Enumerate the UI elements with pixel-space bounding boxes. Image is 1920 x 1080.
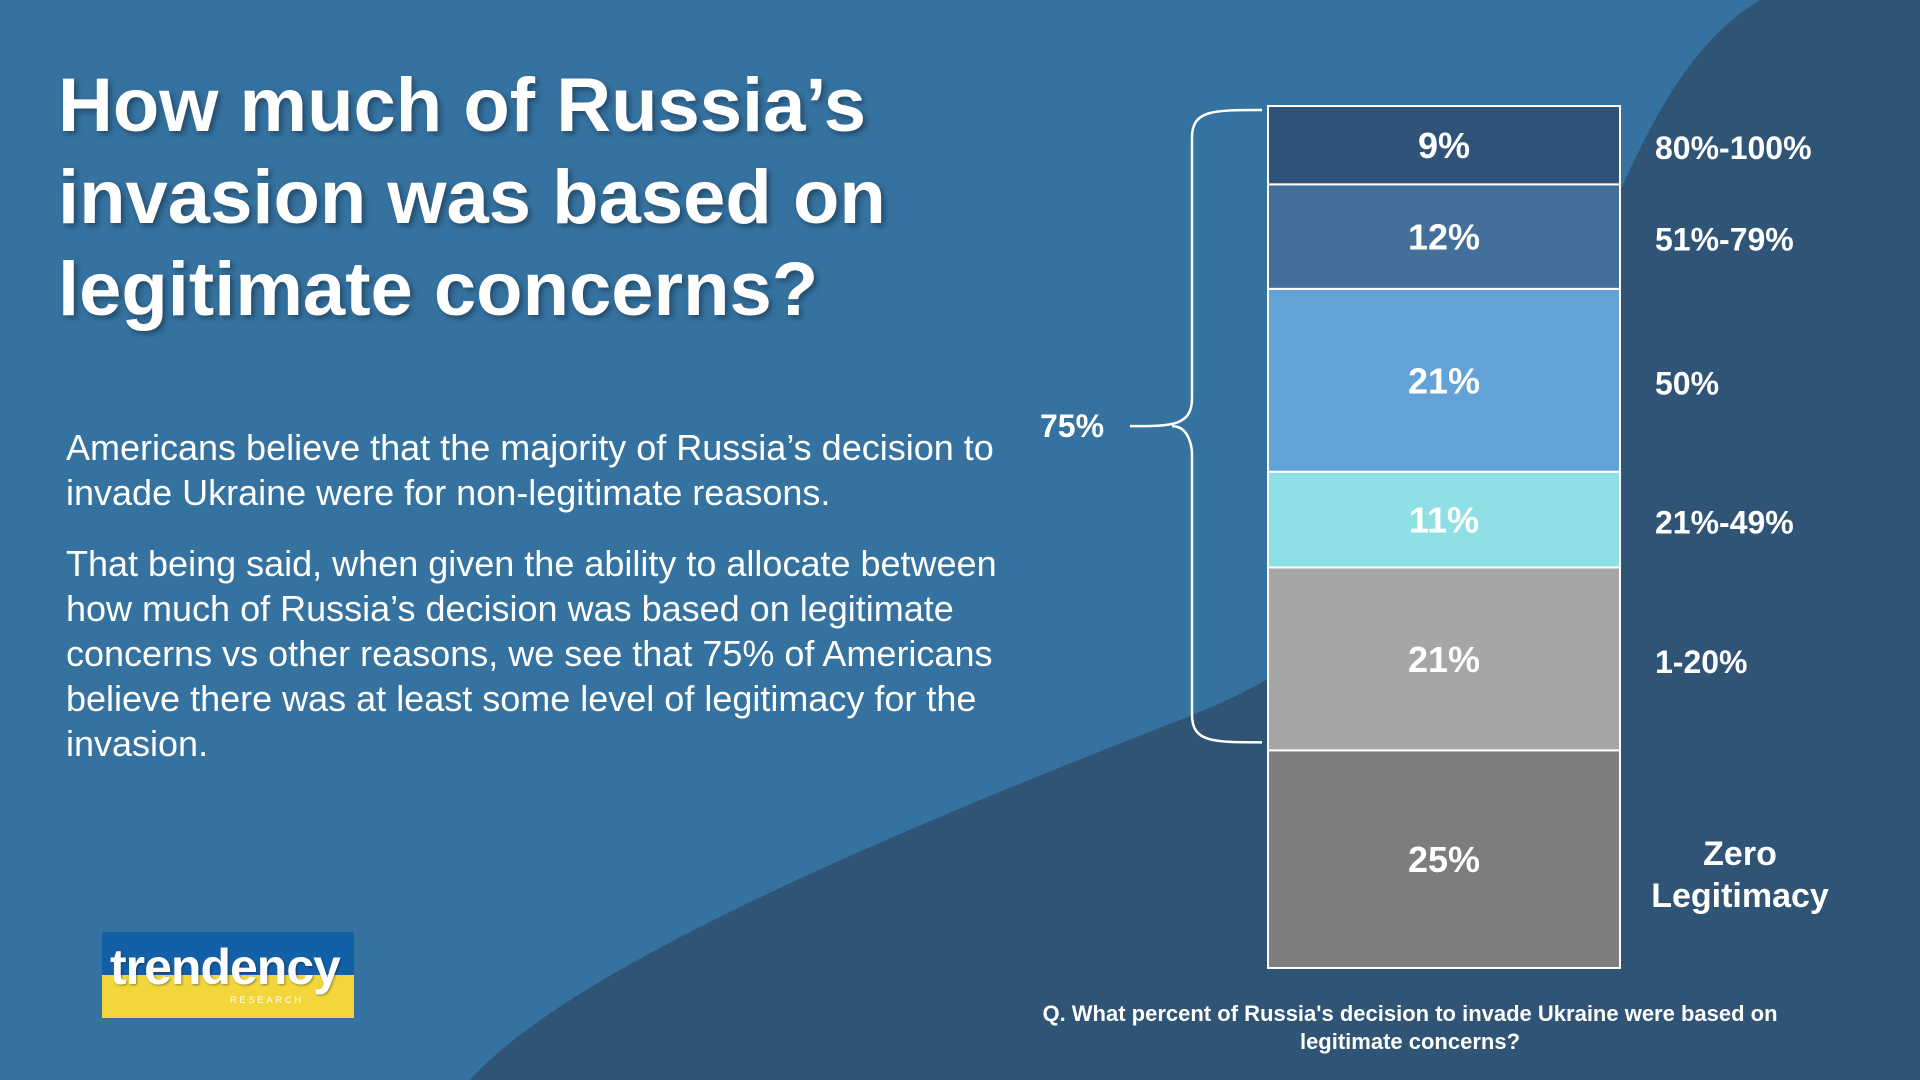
value-label-0: 25% (1408, 839, 1480, 880)
category-label-2: 21%-49% (1655, 505, 1794, 541)
summary-text: Americans believe that the majority of R… (66, 425, 1006, 792)
value-label-1: 21% (1408, 639, 1480, 680)
logo-wordmark: trendency (110, 939, 341, 995)
survey-question: Q. What percent of Russia's decision to … (1042, 1001, 1778, 1054)
bar-segment-3 (1267, 287, 1621, 473)
summary-paragraph-1: Americans believe that the majority of R… (66, 427, 994, 513)
bar-segment-2 (1267, 470, 1621, 569)
value-label-3: 21% (1408, 360, 1480, 401)
bracket (1129, 108, 1263, 744)
bar-segment-1 (1267, 566, 1621, 752)
category-label-0: Zero Legitimacy (1651, 835, 1829, 915)
bracket-label: 75% (1040, 408, 1104, 444)
page-title: How much of Russia’s invasion was based … (58, 63, 886, 332)
value-label-2: 11% (1409, 500, 1479, 541)
bar-segment-5 (1267, 105, 1621, 186)
category-label-1: 1-20% (1655, 644, 1748, 680)
summary-paragraph-2: That being said, when given the ability … (66, 543, 997, 764)
category-label-5: 80%-100% (1655, 130, 1812, 166)
value-label-5: 9% (1418, 125, 1470, 166)
bar-segment-4 (1267, 183, 1621, 290)
bar-segment-0 (1267, 749, 1621, 970)
trendency-logo: trendency RESEARCH (102, 932, 354, 1018)
category-label-4: 51%-79% (1655, 222, 1794, 258)
value-label-4: 12% (1408, 217, 1480, 258)
logo-subtext: RESEARCH (230, 995, 305, 1005)
category-label-3: 50% (1655, 365, 1719, 401)
